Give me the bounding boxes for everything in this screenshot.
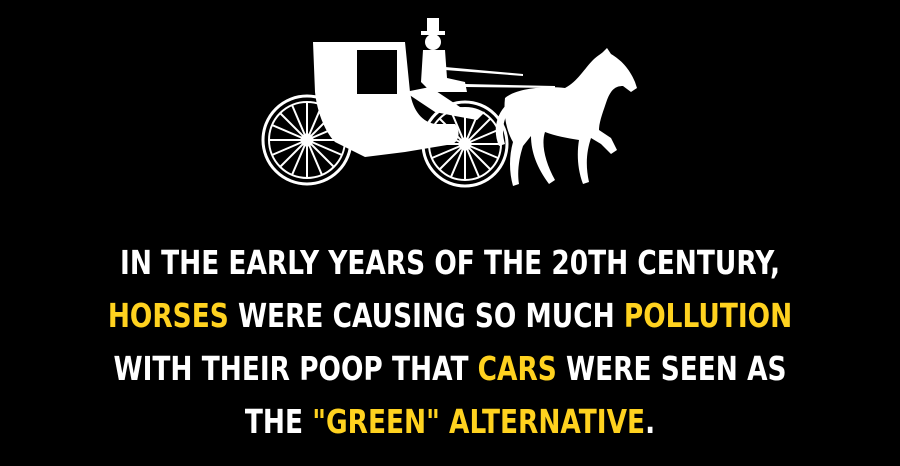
horse-silhouette <box>495 48 637 186</box>
caption-line-1: IN THE EARLY YEARS OF THE 20TH CENTURY, <box>120 243 780 282</box>
fact-caption: IN THE EARLY YEARS OF THE 20TH CENTURY, … <box>90 236 810 448</box>
rear-wheel <box>261 94 353 186</box>
highlight-pollution: POLLUTION <box>623 296 793 335</box>
carriage-window <box>357 50 397 94</box>
driver-hat <box>427 18 439 32</box>
caption-line-3: WITH THEIR POOP THAT CARS WERE SEEN AS <box>113 349 787 388</box>
highlight-cars: CARS <box>477 349 557 388</box>
caption-line-4: THE "GREEN" ALTERNATIVE. <box>244 402 656 441</box>
highlight-horses: HORSES <box>107 296 229 335</box>
driver-body <box>421 50 467 92</box>
caption-line-2: HORSES WERE CAUSING SO MUCH POLLUTION <box>107 296 793 335</box>
driver-head <box>425 34 441 50</box>
highlight-green-alternative: "GREEN" ALTERNATIVE <box>312 402 646 441</box>
horse-drawn-carriage-icon <box>261 18 637 188</box>
front-wheel <box>421 100 509 188</box>
